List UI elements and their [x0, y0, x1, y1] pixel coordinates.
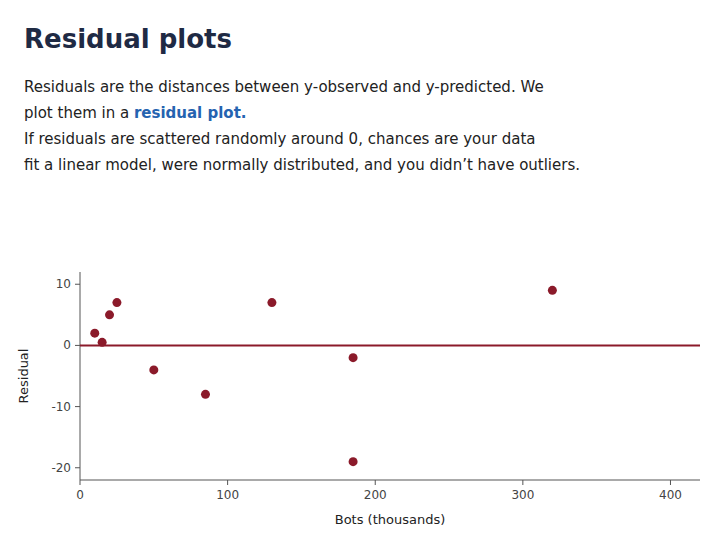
y-tick — [75, 345, 80, 346]
x-axis-label: Bots (thousands) — [335, 512, 446, 527]
reference-line — [80, 344, 700, 346]
y-tick-label: 0 — [63, 338, 71, 352]
point — [149, 365, 158, 374]
subtitle-text: fit a linear model, were normally distri… — [24, 156, 580, 174]
x-tick — [375, 480, 376, 485]
x-axis — [80, 480, 700, 481]
y-tick — [75, 406, 80, 407]
y-axis-label: Residual — [16, 349, 31, 404]
chart: Residual plots Residuals are the distance… — [0, 0, 720, 540]
point — [201, 390, 210, 399]
point — [90, 329, 99, 338]
x-tick-label: 400 — [659, 488, 682, 502]
y-tick — [75, 284, 80, 285]
subtitle-text: If residuals are scattered randomly arou… — [24, 130, 536, 148]
point — [349, 457, 358, 466]
subtitle-text: plot them in a — [24, 104, 134, 122]
plot-area — [80, 286, 700, 466]
subtitle-text: residual plot. — [134, 104, 247, 122]
y-tick — [75, 467, 80, 468]
subtitle-line: fit a linear model, were normally distri… — [24, 156, 580, 174]
y-tick-label: -10 — [51, 400, 71, 414]
x-tick — [522, 480, 523, 485]
y-tick-label: -20 — [51, 461, 71, 475]
x-tick — [227, 480, 228, 485]
subtitle-line: If residuals are scattered randomly arou… — [24, 130, 536, 148]
y-axis — [80, 272, 81, 480]
point — [105, 310, 114, 319]
subtitle-line: plot them in a residual plot. — [24, 104, 247, 122]
point — [349, 353, 358, 362]
x-tick-label: 300 — [511, 488, 534, 502]
x-tick-label: 100 — [216, 488, 239, 502]
x-tick — [670, 480, 671, 485]
x-tick-label: 200 — [364, 488, 387, 502]
x-tick — [80, 480, 81, 485]
point — [98, 338, 107, 347]
y-tick-label: 10 — [56, 277, 71, 291]
subtitle-line: Residuals are the distances between y-ob… — [24, 78, 544, 96]
x-tick-label: 0 — [76, 488, 84, 502]
point — [112, 298, 121, 307]
point — [548, 286, 557, 295]
subtitle-text: Residuals are the distances between y-ob… — [24, 78, 544, 96]
title: Residual plots — [24, 24, 232, 54]
point — [267, 298, 276, 307]
